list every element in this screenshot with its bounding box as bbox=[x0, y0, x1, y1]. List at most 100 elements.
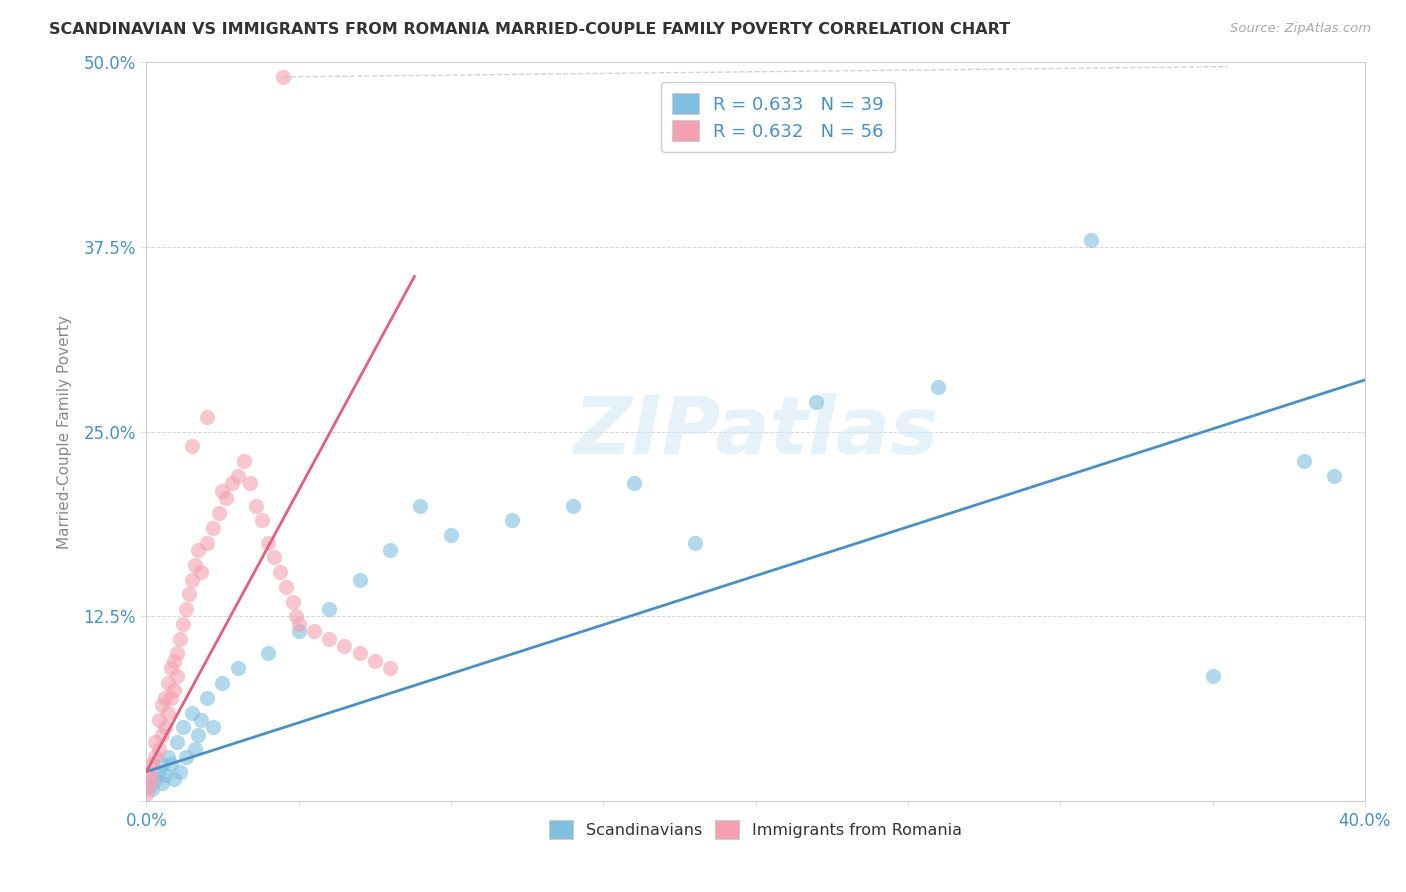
Point bbox=[187, 728, 209, 742]
Point bbox=[156, 706, 179, 720]
Point bbox=[150, 728, 173, 742]
Point bbox=[202, 720, 225, 734]
Point bbox=[153, 767, 176, 781]
Point bbox=[245, 499, 267, 513]
Point bbox=[239, 476, 262, 491]
Point bbox=[148, 713, 170, 727]
Point bbox=[378, 543, 401, 558]
Point bbox=[211, 483, 233, 498]
Point bbox=[561, 499, 583, 513]
Point bbox=[184, 558, 207, 572]
Point bbox=[187, 543, 209, 558]
Y-axis label: Married-Couple Family Poverty: Married-Couple Family Poverty bbox=[58, 315, 72, 549]
Point bbox=[163, 772, 186, 786]
Point bbox=[172, 616, 194, 631]
Point bbox=[250, 513, 273, 527]
Point bbox=[166, 647, 188, 661]
Point bbox=[806, 395, 828, 409]
Point bbox=[148, 764, 170, 779]
Point bbox=[150, 757, 173, 772]
Point bbox=[226, 661, 249, 675]
Point bbox=[138, 780, 160, 794]
Point bbox=[141, 772, 163, 786]
Point bbox=[269, 565, 291, 579]
Point bbox=[257, 535, 280, 549]
Point bbox=[683, 535, 706, 549]
Point bbox=[159, 690, 181, 705]
Point bbox=[349, 647, 371, 661]
Point bbox=[163, 654, 186, 668]
Point bbox=[145, 750, 167, 764]
Text: SCANDINAVIAN VS IMMIGRANTS FROM ROMANIA MARRIED-COUPLE FAMILY POVERTY CORRELATIO: SCANDINAVIAN VS IMMIGRANTS FROM ROMANIA … bbox=[49, 22, 1011, 37]
Point bbox=[202, 521, 225, 535]
Text: ZIPatlas: ZIPatlas bbox=[574, 392, 938, 471]
Point bbox=[1080, 233, 1102, 247]
Point bbox=[211, 676, 233, 690]
Point bbox=[172, 720, 194, 734]
Point bbox=[273, 70, 295, 84]
Point bbox=[141, 782, 163, 797]
Point bbox=[153, 690, 176, 705]
Point bbox=[145, 772, 167, 786]
Point bbox=[284, 609, 307, 624]
Point bbox=[195, 690, 218, 705]
Point bbox=[169, 632, 191, 646]
Point bbox=[159, 757, 181, 772]
Point bbox=[263, 550, 285, 565]
Point bbox=[318, 632, 340, 646]
Point bbox=[281, 595, 304, 609]
Point bbox=[169, 764, 191, 779]
Point bbox=[214, 491, 236, 506]
Point bbox=[927, 380, 949, 394]
Point bbox=[181, 573, 204, 587]
Point bbox=[135, 787, 157, 801]
Point bbox=[1323, 469, 1346, 483]
Point bbox=[501, 513, 523, 527]
Point bbox=[181, 440, 204, 454]
Point bbox=[1201, 668, 1223, 682]
Point bbox=[156, 676, 179, 690]
Point bbox=[364, 654, 387, 668]
Point bbox=[184, 742, 207, 756]
Point bbox=[623, 476, 645, 491]
Point bbox=[226, 469, 249, 483]
Point bbox=[287, 616, 309, 631]
Point bbox=[177, 587, 200, 601]
Point bbox=[181, 706, 204, 720]
Point bbox=[409, 499, 432, 513]
Point bbox=[150, 776, 173, 790]
Point bbox=[221, 476, 243, 491]
Point bbox=[145, 735, 167, 749]
Point bbox=[195, 535, 218, 549]
Point bbox=[378, 661, 401, 675]
Point bbox=[174, 602, 197, 616]
Point bbox=[195, 409, 218, 424]
Point bbox=[148, 742, 170, 756]
Point bbox=[208, 506, 231, 520]
Point bbox=[440, 528, 463, 542]
Legend: Scandinavians, Immigrants from Romania: Scandinavians, Immigrants from Romania bbox=[543, 814, 969, 845]
Point bbox=[190, 713, 212, 727]
Point bbox=[138, 780, 160, 794]
Point bbox=[190, 565, 212, 579]
Point bbox=[257, 647, 280, 661]
Point bbox=[1292, 454, 1315, 468]
Point bbox=[138, 764, 160, 779]
Point bbox=[174, 750, 197, 764]
Point bbox=[333, 639, 356, 653]
Point bbox=[302, 624, 325, 639]
Point bbox=[156, 750, 179, 764]
Point bbox=[349, 573, 371, 587]
Point bbox=[318, 602, 340, 616]
Point bbox=[150, 698, 173, 713]
Point bbox=[153, 720, 176, 734]
Point bbox=[159, 661, 181, 675]
Point bbox=[276, 580, 298, 594]
Point bbox=[163, 683, 186, 698]
Point bbox=[166, 668, 188, 682]
Point bbox=[232, 454, 254, 468]
Point bbox=[287, 624, 309, 639]
Text: Source: ZipAtlas.com: Source: ZipAtlas.com bbox=[1230, 22, 1371, 36]
Point bbox=[141, 757, 163, 772]
Point bbox=[166, 735, 188, 749]
